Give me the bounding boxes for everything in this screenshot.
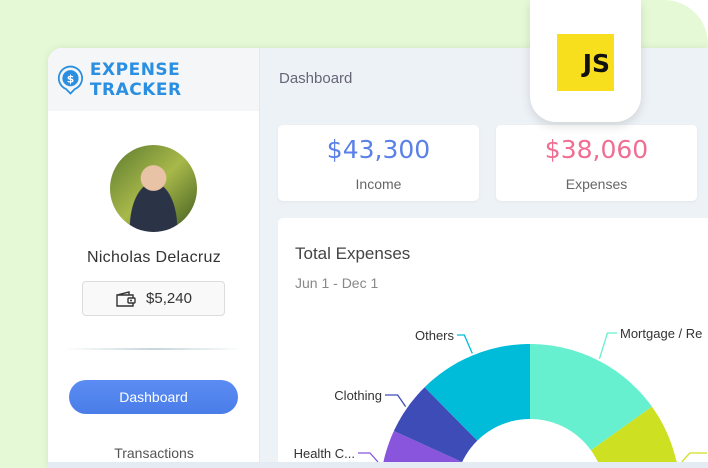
balance-value: $5,240 — [146, 290, 192, 307]
js-badge: JS — [530, 0, 641, 122]
label-leader-2 — [358, 452, 379, 462]
svg-text:$: $ — [67, 72, 74, 85]
label-leader-3 — [385, 394, 407, 407]
bottom-border — [48, 462, 708, 468]
logo: $ EXPENSE TRACKER — [48, 48, 259, 111]
slice-4[interactable] — [424, 344, 530, 441]
app-title: EXPENSE TRACKER — [89, 59, 182, 100]
js-logo: JS — [557, 34, 614, 91]
nav-dashboard[interactable]: Dashboard — [69, 380, 238, 414]
divider — [64, 348, 244, 350]
slice-2[interactable] — [380, 431, 463, 462]
income-value: $43,300 — [326, 135, 431, 164]
slice-label-0: Mortgage / Re — [620, 326, 702, 341]
slice-label-2: Health C... — [294, 446, 355, 461]
wallet-icon — [116, 290, 136, 307]
label-leader-1 — [681, 452, 707, 462]
expenses-label: Expenses — [565, 176, 628, 192]
slice-label-4: Others — [415, 328, 455, 343]
avatar — [110, 145, 197, 232]
label-leader-4 — [457, 334, 473, 354]
balance-display: $5,240 — [82, 281, 225, 316]
slice-0[interactable] — [530, 344, 652, 451]
slice-1[interactable] — [591, 406, 680, 462]
label-leader-0 — [598, 332, 617, 359]
slice-label-3: Clothing — [334, 388, 382, 403]
chart-title: Total Expenses — [295, 244, 411, 263]
expenses-value: $38,060 — [544, 135, 649, 164]
date-range: Jun 1 - Dec 1 — [295, 275, 379, 291]
nav-transactions[interactable]: Transactions — [114, 445, 194, 461]
breadcrumb: Dashboard — [279, 70, 353, 87]
expenses-card: $38,060 Expenses — [496, 125, 697, 201]
income-card: $43,300 Income — [278, 125, 479, 201]
sidebar: $ EXPENSE TRACKER Nicholas Delacruz $5,2… — [48, 48, 260, 468]
slice-3[interactable] — [393, 387, 478, 462]
income-label: Income — [355, 176, 402, 192]
user-name: Nicholas Delacruz — [86, 249, 222, 266]
dollar-pin-icon: $ — [57, 65, 84, 95]
